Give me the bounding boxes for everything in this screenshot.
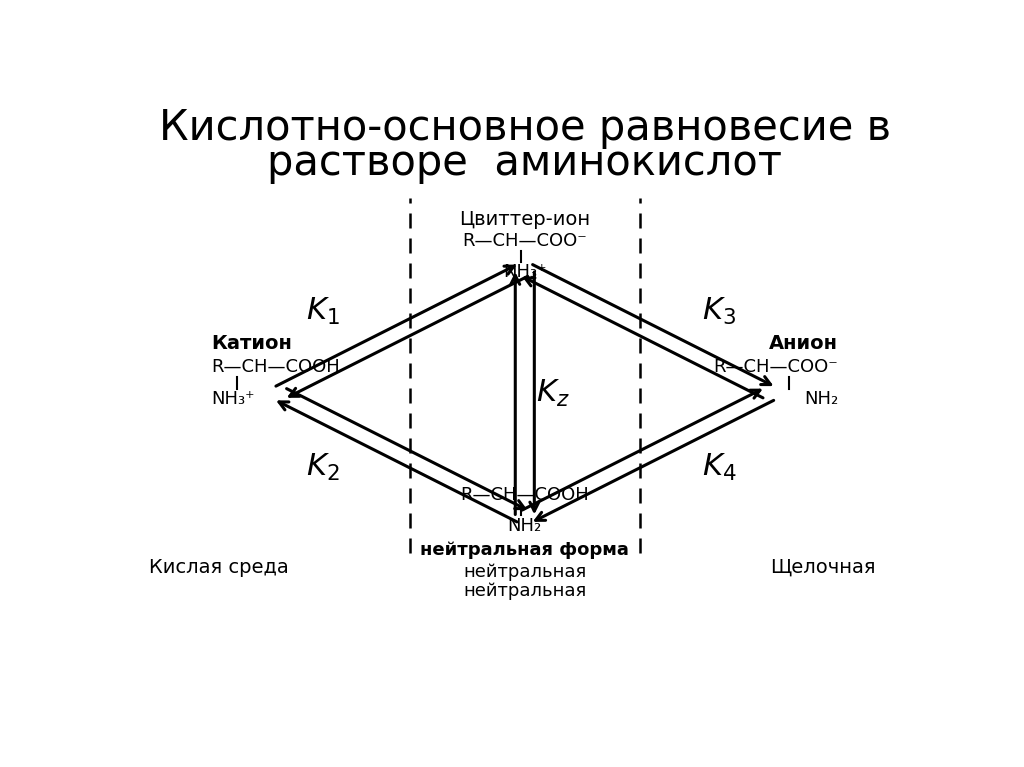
Text: R—CH—COOH: R—CH—COOH [211, 357, 340, 376]
Text: Кислотно-основное равновесие в: Кислотно-основное равновесие в [159, 107, 891, 149]
Text: нейтральная форма: нейтральная форма [421, 541, 629, 558]
Text: Катион: Катион [211, 334, 292, 353]
Text: NH₃⁺: NH₃⁺ [211, 390, 255, 408]
Text: NH₂: NH₂ [804, 390, 839, 408]
Text: $K_2$: $K_2$ [306, 452, 339, 482]
Text: $K_z$: $K_z$ [536, 377, 569, 409]
Text: R—CH—COO⁻: R—CH—COO⁻ [463, 232, 587, 250]
Text: Щелочная: Щелочная [770, 558, 876, 577]
Text: Кислая среда: Кислая среда [150, 558, 289, 577]
Text: $K_4$: $K_4$ [702, 452, 736, 482]
Text: $K_3$: $K_3$ [702, 296, 736, 328]
Text: R—CH—COO⁻: R—CH—COO⁻ [714, 357, 839, 376]
Text: нейтральная: нейтральная [463, 582, 587, 600]
Text: NH₃⁺: NH₃⁺ [503, 263, 547, 281]
Text: Анион: Анион [769, 334, 839, 353]
Text: нейтральная: нейтральная [463, 563, 587, 581]
Text: R—CH—COOH: R—CH—COOH [461, 486, 589, 504]
Text: NH₂: NH₂ [508, 517, 542, 535]
Text: $K_1$: $K_1$ [305, 296, 339, 328]
Text: Цвиттер-ион: Цвиттер-ион [459, 209, 591, 229]
Text: растворе  аминокислот: растворе аминокислот [267, 142, 782, 184]
